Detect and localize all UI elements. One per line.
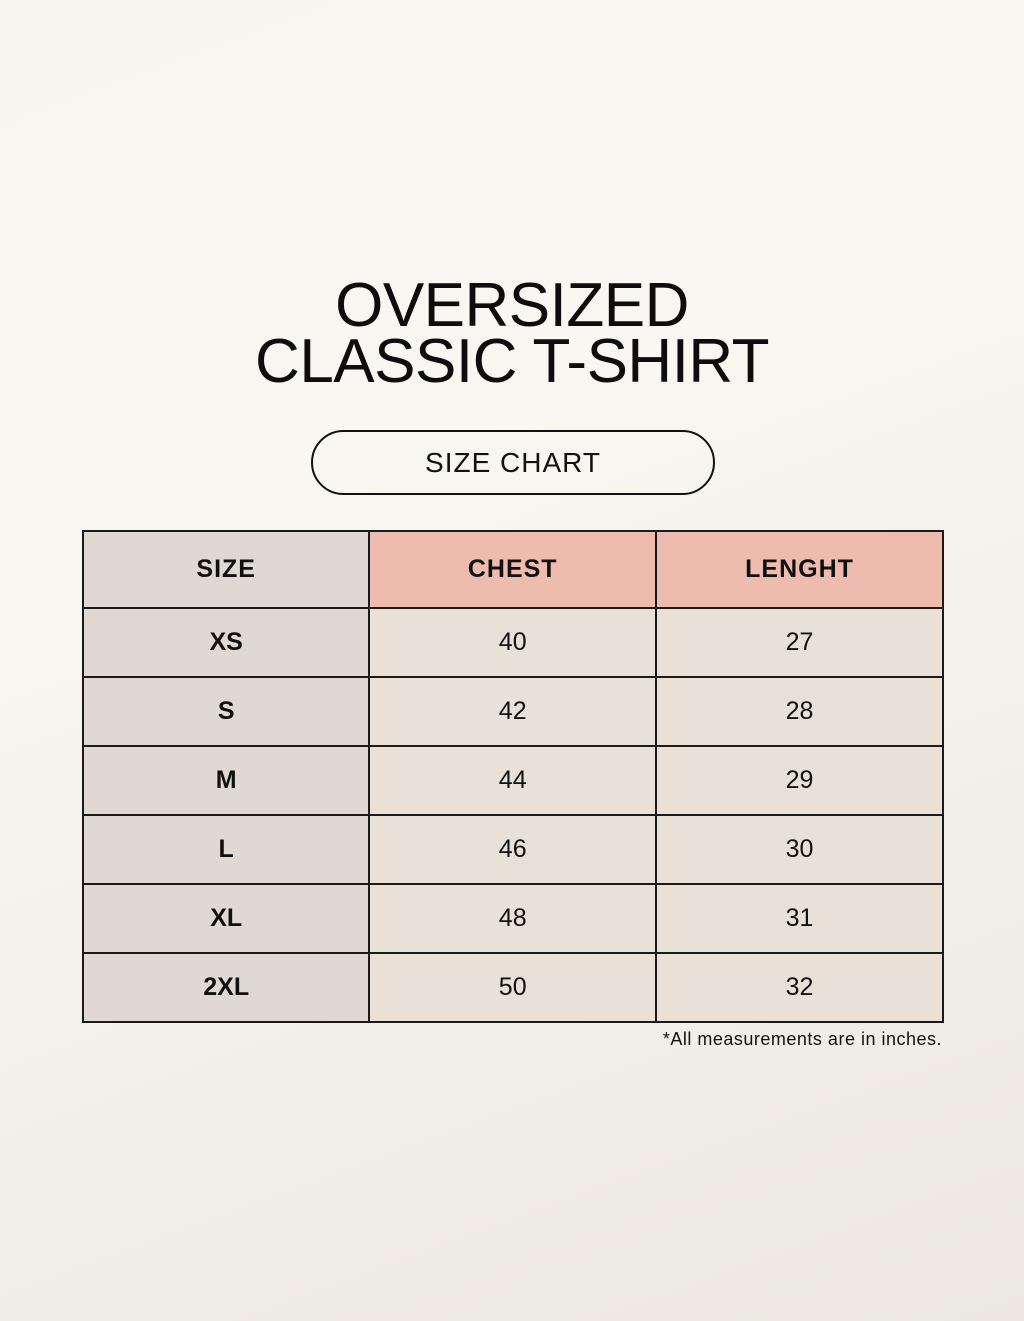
- title-line-1: OVERSIZED: [335, 271, 689, 340]
- table-header-row: SIZE CHEST LENGHT: [81, 530, 944, 609]
- table-row: XL 48 31: [81, 883, 944, 954]
- cell-chest: 44: [368, 745, 658, 816]
- page-title: OVERSIZED CLASSIC T-SHIRT: [0, 271, 1024, 396]
- title-line-2: CLASSIC T-SHIRT: [255, 327, 769, 396]
- cell-size: L: [81, 814, 371, 885]
- measurement-note: *All measurements are in inches.: [662, 1029, 942, 1049]
- cell-chest: 46: [368, 814, 658, 885]
- header-size: SIZE: [81, 530, 371, 609]
- cell-chest: 50: [368, 952, 658, 1023]
- cell-size: XS: [81, 607, 371, 678]
- cell-size: M: [81, 745, 371, 816]
- cell-length: 29: [655, 745, 944, 816]
- cell-length: 30: [655, 814, 944, 885]
- table-row: S 42 28: [81, 676, 944, 747]
- cell-size: S: [81, 676, 371, 747]
- table-row: 2XL 50 32: [81, 952, 944, 1023]
- cell-size: XL: [81, 883, 371, 954]
- cell-chest: 42: [368, 676, 658, 747]
- table-row: M 44 29: [81, 745, 944, 816]
- cell-length: 32: [655, 952, 944, 1023]
- cell-chest: 40: [368, 607, 658, 678]
- size-chart-label: SIZE CHART: [311, 430, 715, 495]
- size-table: SIZE CHEST LENGHT XS 40 27 S 42 28 M 44 29 L 46 30 X…: [81, 530, 944, 1023]
- cell-chest: 48: [368, 883, 658, 954]
- cell-length: 28: [655, 676, 944, 747]
- header-chest: CHEST: [368, 530, 658, 609]
- cell-length: 31: [655, 883, 944, 954]
- cell-size: 2XL: [81, 952, 371, 1023]
- header-length: LENGHT: [655, 530, 944, 609]
- table-row: L 46 30: [81, 814, 944, 885]
- cell-length: 27: [655, 607, 944, 678]
- table-row: XS 40 27: [81, 607, 944, 678]
